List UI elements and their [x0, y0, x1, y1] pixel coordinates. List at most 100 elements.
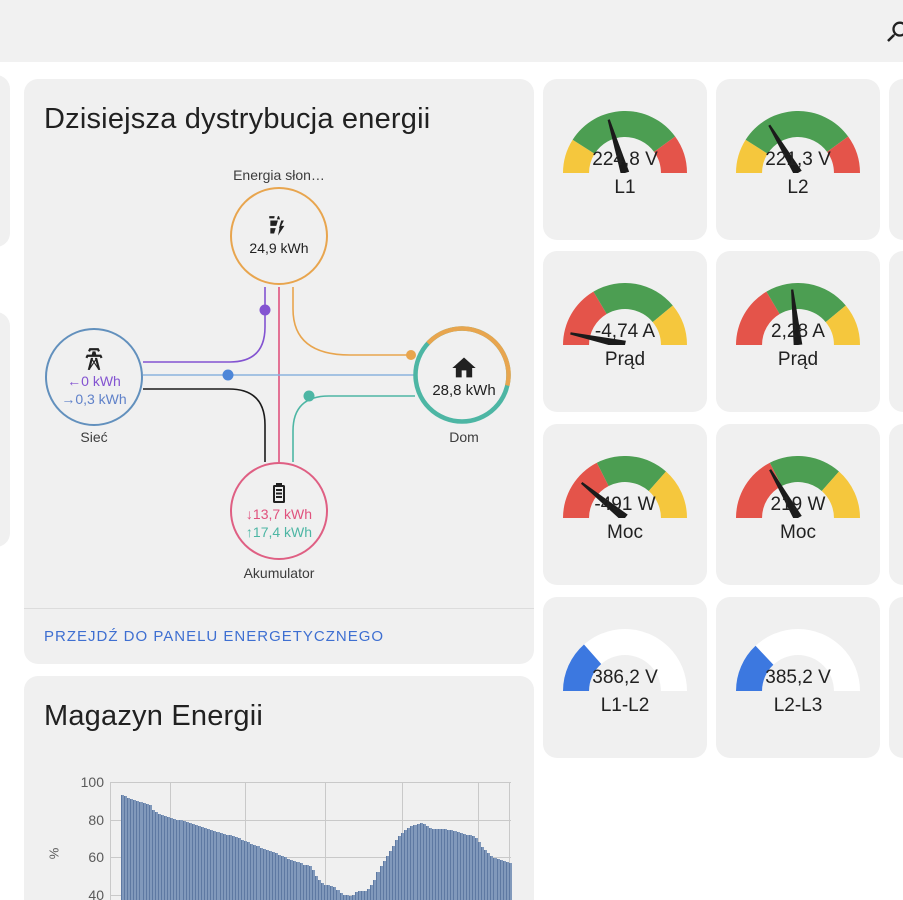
battery-soc-chart[interactable]: [110, 782, 512, 900]
bar: [508, 862, 512, 900]
gauge-arc: [563, 111, 687, 173]
bar: [425, 826, 429, 900]
y-tick-100: 100: [80, 774, 104, 790]
bar: [410, 826, 414, 900]
bar: [481, 846, 485, 900]
bar: [124, 796, 128, 900]
gauge-name: L2: [787, 177, 809, 198]
partial-card-right-3: [889, 424, 903, 585]
bar: [207, 828, 211, 900]
gauge-card-l2-1[interactable]: 221,3 V L2: [716, 79, 880, 240]
energy-dashboard-link[interactable]: PRZEJDŹ DO PANELU ENERGETYCZNEGO: [44, 628, 385, 645]
gauge-name: Moc: [607, 522, 643, 543]
bar: [493, 857, 497, 900]
bar: [145, 803, 149, 900]
gauge-arc: [736, 111, 860, 173]
bar: [259, 847, 263, 900]
battery-label: Akumulator: [243, 565, 315, 581]
transmission-tower-icon: [85, 347, 103, 370]
gauge-card-moc-4[interactable]: -491 W Moc: [543, 424, 707, 585]
bar: [121, 795, 125, 900]
home-ring: [413, 326, 511, 424]
y-axis-label: %: [46, 847, 62, 860]
bar: [351, 894, 355, 900]
bar: [167, 816, 171, 900]
gauge-card-pr-d-2[interactable]: -4,74 A Prąd: [543, 251, 707, 412]
bar: [370, 885, 374, 900]
bar: [502, 860, 506, 900]
gauge-arc: [736, 629, 860, 691]
bar: [345, 895, 349, 900]
partial-card-right-4: [889, 597, 903, 758]
bar: [499, 859, 503, 900]
bar: [231, 836, 235, 900]
bar: [241, 840, 245, 900]
card-title: Dzisiejsza dystrybucja energii: [44, 103, 431, 135]
gauge-card-moc-5[interactable]: 219 W Moc: [716, 424, 880, 585]
bar: [299, 862, 303, 900]
bar: [382, 860, 386, 900]
bar: [179, 820, 183, 900]
battery-out-value: ↑17,4 kWh: [245, 524, 313, 540]
gauge-name: L1: [614, 177, 636, 198]
bar: [296, 861, 300, 900]
search-icon[interactable]: [883, 18, 903, 46]
gauge-name: Prąd: [604, 349, 646, 370]
bar: [361, 890, 365, 900]
bar: [161, 814, 165, 900]
bar: [441, 828, 445, 900]
gauge-card-l1-0[interactable]: 224,8 V L1: [543, 79, 707, 240]
gauge-name: Moc: [780, 522, 816, 543]
bar: [308, 866, 312, 900]
bar: [318, 880, 322, 900]
bar: [127, 797, 131, 900]
home-label: Dom: [449, 429, 479, 445]
gauge-card-l1-l2-6[interactable]: 386,2 V L1-L2: [543, 597, 707, 758]
grid-node: ←0 kWh →0,3 kWh: [45, 328, 143, 426]
home-value: 28,8 kWh: [432, 381, 496, 399]
bar: [453, 830, 457, 900]
bar: [376, 872, 380, 900]
bar: [438, 828, 442, 900]
y-tick-40: 40: [88, 887, 104, 900]
bar: [391, 845, 395, 900]
bar: [290, 859, 294, 900]
bar: [311, 870, 315, 900]
battery-node: ↓13,7 kWh ↑17,4 kWh: [230, 462, 328, 560]
gauge-arc: [563, 629, 687, 691]
bar: [228, 835, 232, 900]
bar: [142, 802, 146, 900]
bar: [268, 851, 272, 900]
bar: [401, 832, 405, 900]
partial-card-right-1: [889, 79, 903, 240]
bar: [336, 889, 340, 900]
bar: [428, 827, 432, 900]
solar-label: Energia słon…: [233, 167, 325, 183]
bar: [219, 832, 223, 900]
bar: [404, 829, 408, 900]
solar-node: 24,9 kWh: [230, 187, 328, 285]
bar: [478, 842, 482, 900]
gauge-arc: [736, 456, 860, 518]
gauge-card-l2-l3-7[interactable]: 385,2 V L2-L3: [716, 597, 880, 758]
bar: [419, 823, 423, 900]
bar: [422, 824, 426, 900]
home-node: 28,8 kWh: [413, 326, 513, 426]
bar: [447, 829, 451, 900]
bar: [148, 804, 152, 900]
bar: [265, 849, 269, 900]
bar-series: [121, 782, 512, 900]
home-icon: [452, 357, 476, 377]
card-title: Magazyn Energii: [44, 700, 263, 732]
bar: [490, 856, 494, 900]
bar: [305, 865, 309, 900]
gauge-value: 386,2 V: [592, 667, 658, 688]
bar: [201, 827, 205, 900]
battery-in-value: ↓13,7 kWh: [245, 505, 313, 522]
bar: [173, 818, 177, 900]
bar: [197, 826, 202, 900]
grid-consumption-value: →0,3 kWh: [61, 391, 127, 407]
bar: [185, 822, 189, 900]
gauge-card-pr-d-3[interactable]: 2,28 A Prąd: [716, 251, 880, 412]
bar: [416, 824, 420, 900]
